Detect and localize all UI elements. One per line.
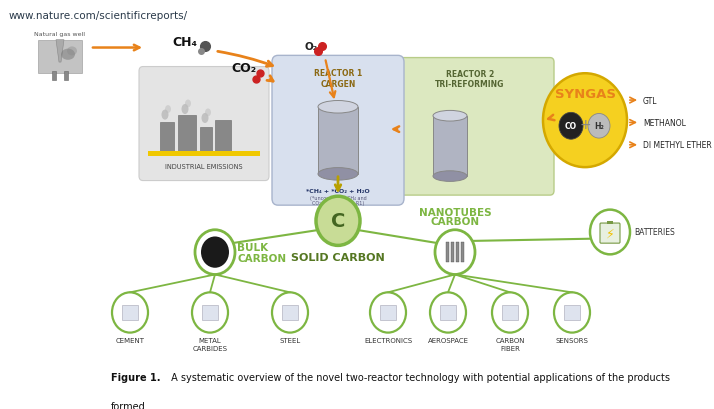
Text: REACTOR 2: REACTOR 2 (446, 70, 494, 79)
Text: DI METHYL ETHER: DI METHYL ETHER (643, 141, 712, 150)
FancyBboxPatch shape (139, 67, 269, 181)
Circle shape (201, 237, 229, 268)
Text: CEMENT: CEMENT (116, 337, 144, 343)
Text: Natural gas well: Natural gas well (34, 31, 86, 37)
FancyBboxPatch shape (600, 223, 620, 244)
Text: TRI-REFORMING: TRI-REFORMING (436, 80, 505, 89)
Bar (451, 243, 454, 263)
Circle shape (492, 292, 528, 333)
Circle shape (192, 292, 228, 333)
Text: O₂: O₂ (305, 42, 318, 52)
Ellipse shape (67, 47, 77, 56)
Bar (160, 123, 174, 154)
Text: (*unconverted CH₄ and: (*unconverted CH₄ and (310, 196, 366, 200)
Text: AEROSPACE: AEROSPACE (428, 337, 468, 343)
Text: BATTERIES: BATTERIES (634, 228, 675, 237)
Text: INDUSTRIAL EMISSIONS: INDUSTRIAL EMISSIONS (165, 164, 243, 170)
Text: SYNGAS: SYNGAS (555, 88, 615, 101)
Ellipse shape (318, 101, 358, 114)
Text: ELECTRONICS: ELECTRONICS (364, 337, 412, 343)
Ellipse shape (205, 109, 211, 117)
Ellipse shape (161, 110, 169, 120)
Text: CARBON
FIBER: CARBON FIBER (496, 337, 525, 351)
Text: SENSORS: SENSORS (555, 337, 588, 343)
Bar (564, 305, 580, 321)
Bar (178, 115, 196, 154)
Bar (318, 108, 358, 174)
Bar (202, 305, 218, 321)
Circle shape (195, 230, 235, 275)
Text: CO₂ (~30%) from R1): CO₂ (~30%) from R1) (312, 201, 364, 206)
Bar (148, 152, 260, 157)
Bar (440, 305, 456, 321)
Circle shape (554, 292, 590, 333)
Text: METAL
CARBIDES: METAL CARBIDES (193, 337, 228, 351)
Circle shape (430, 292, 466, 333)
Text: Figure 1.: Figure 1. (111, 372, 160, 382)
Text: *CH₄ + *CO₂ + H₂O: *CH₄ + *CO₂ + H₂O (306, 189, 370, 193)
Circle shape (559, 113, 583, 140)
Text: CO: CO (565, 122, 577, 131)
Polygon shape (56, 40, 64, 63)
Text: ⚡: ⚡ (605, 227, 614, 240)
Text: CARBON: CARBON (431, 217, 480, 227)
Text: H₂: H₂ (594, 122, 604, 131)
Text: CO₂: CO₂ (231, 62, 256, 75)
Ellipse shape (61, 49, 75, 61)
Ellipse shape (201, 114, 208, 124)
Bar (282, 305, 298, 321)
Ellipse shape (433, 111, 467, 122)
Bar (607, 221, 613, 225)
Ellipse shape (181, 105, 188, 115)
Bar (200, 128, 212, 154)
Text: www.nature.com/scientificreports/: www.nature.com/scientificreports/ (9, 11, 188, 21)
Ellipse shape (165, 106, 171, 114)
Bar (64, 72, 68, 81)
Text: CARGEN: CARGEN (321, 80, 356, 89)
Bar (122, 305, 138, 321)
Text: NANOTUBES: NANOTUBES (418, 208, 491, 218)
Circle shape (590, 210, 630, 255)
Bar (38, 40, 82, 74)
Ellipse shape (433, 171, 467, 182)
Text: A systematic overview of the novel two-reactor technology with potential applica: A systematic overview of the novel two-r… (168, 372, 670, 382)
FancyBboxPatch shape (386, 58, 554, 196)
Bar (456, 243, 459, 263)
Bar (446, 243, 449, 263)
Text: STEEL: STEEL (279, 337, 301, 343)
Ellipse shape (185, 100, 191, 108)
Text: C: C (331, 212, 345, 231)
Text: REACTOR 1: REACTOR 1 (314, 68, 362, 77)
Bar (52, 72, 56, 81)
Circle shape (435, 230, 475, 275)
Text: formed.: formed. (111, 401, 149, 409)
FancyBboxPatch shape (272, 56, 404, 206)
Text: SOLID CARBON: SOLID CARBON (291, 252, 385, 263)
Text: GTL: GTL (643, 97, 658, 105)
Circle shape (112, 292, 148, 333)
Text: CARBON: CARBON (237, 253, 286, 263)
Circle shape (272, 292, 308, 333)
Circle shape (588, 114, 610, 139)
Bar (502, 305, 518, 321)
Ellipse shape (318, 168, 358, 181)
Text: METHANOL: METHANOL (643, 119, 686, 128)
Circle shape (316, 197, 360, 246)
Bar (380, 305, 396, 321)
Text: +: + (579, 117, 590, 131)
Text: CH₄: CH₄ (173, 36, 198, 49)
Circle shape (370, 292, 406, 333)
Circle shape (543, 74, 627, 168)
Bar (461, 243, 464, 263)
Text: BULK: BULK (237, 242, 268, 252)
Bar (433, 117, 467, 177)
Bar (215, 121, 231, 154)
